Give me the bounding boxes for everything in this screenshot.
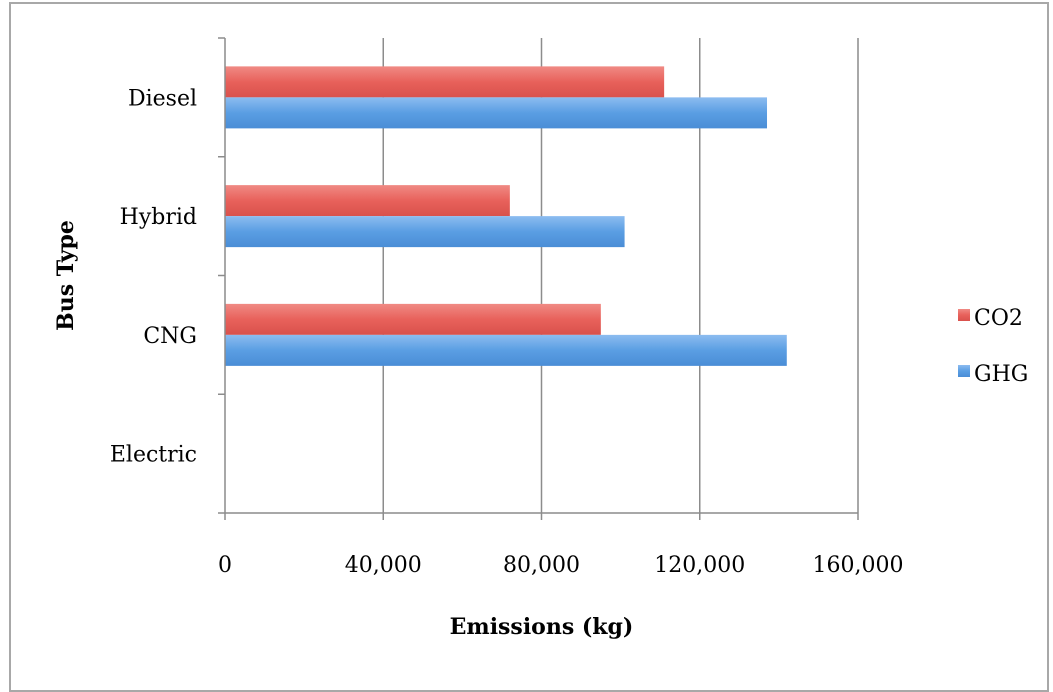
x-tick-label: 80,000 <box>503 553 580 578</box>
legend-swatch-ghg <box>958 365 970 377</box>
y-axis-title: Bus Type <box>53 220 79 331</box>
category-label-electric: Electric <box>110 443 197 468</box>
x-tick-label: 0 <box>218 553 232 578</box>
category-label-hybrid: Hybrid <box>120 205 197 230</box>
x-tick-label: 160,000 <box>813 553 904 578</box>
bar-ghg-diesel <box>225 97 768 129</box>
legend-swatch-co2 <box>958 309 970 321</box>
bar-co2-hybrid <box>225 185 510 217</box>
bar-co2-diesel <box>225 66 665 98</box>
bar-ghg-hybrid <box>225 216 625 248</box>
legend-label-co2: CO2 <box>974 306 1023 331</box>
x-tick-label: 120,000 <box>654 553 745 578</box>
bar-ghg-cng <box>225 334 787 366</box>
bar-co2-cng <box>225 303 601 335</box>
category-label-cng: CNG <box>143 324 197 349</box>
category-label-diesel: Diesel <box>128 86 197 111</box>
bar-chart: Diesel Hybrid CNG Electric 0 40,000 80,000 120,… <box>53 37 1028 640</box>
x-axis-title: Emissions (kg) <box>450 614 634 640</box>
legend-label-ghg: GHG <box>974 362 1028 387</box>
x-tick-label: 40,000 <box>345 553 422 578</box>
